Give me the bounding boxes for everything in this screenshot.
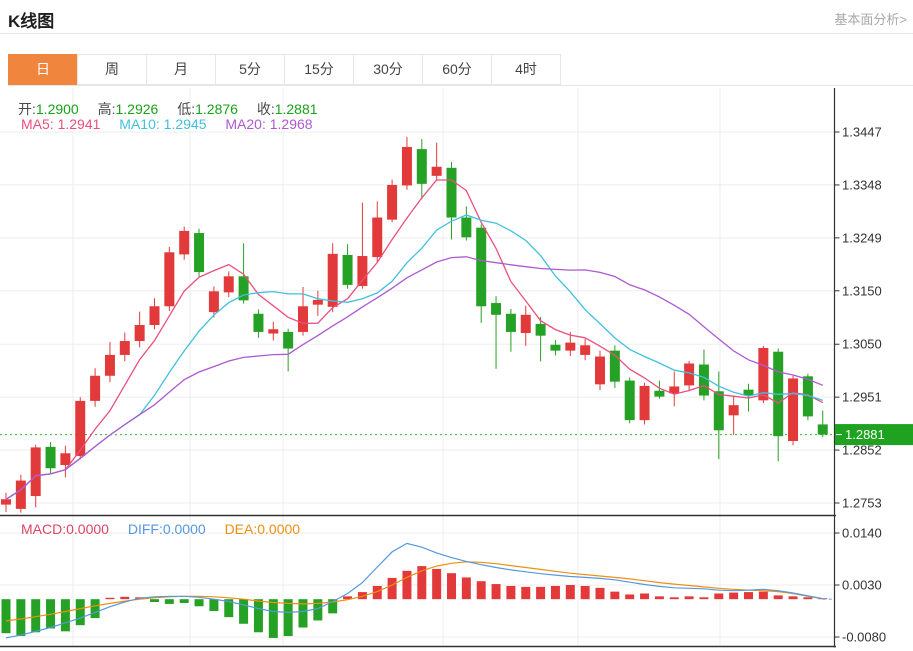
ma20-item: MA20: 1.2968 (225, 116, 313, 132)
macd-axis-label: -0.0080 (842, 630, 886, 645)
tab-4hour[interactable]: 4时 (491, 54, 561, 85)
macd-lines (5, 542, 834, 639)
gridlines (0, 88, 834, 647)
ohlc-legend: 开:1.2900 高:1.2926 低:1.2876 收:1.2881 (18, 99, 333, 119)
tabbar-underline (8, 85, 913, 86)
price-axis-label: 1.2852 (842, 443, 882, 458)
candle-series (1, 136, 828, 513)
dea-item: DEA:0.0000 (224, 521, 301, 537)
axes (0, 88, 836, 648)
diff-item: DIFF:0.0000 (127, 521, 206, 537)
ma-legend: MA5: 1.2941 MA10: 1.2945 MA20: 1.2968 (21, 116, 328, 132)
price-axis-label: 1.3447 (842, 125, 882, 140)
tab-week[interactable]: 周 (77, 54, 147, 85)
fundamental-analysis-link[interactable]: 基本面分析> (834, 12, 907, 27)
price-axis-label: 1.3348 (842, 177, 882, 192)
ma5-item: MA5: 1.2941 (21, 116, 101, 132)
price-axis-label: 1.2951 (842, 390, 882, 405)
ma20-line (5, 256, 824, 500)
tab-day[interactable]: 日 (8, 54, 78, 85)
dea-line (5, 561, 823, 622)
low-item: 低:1.2876 (177, 101, 238, 117)
macd-axis-label: 0.0140 (842, 526, 882, 541)
price-axis-label: 1.3050 (842, 337, 882, 352)
macd-legend: MACD:0.0000 DIFF:0.0000 DEA:0.0000 (21, 521, 315, 537)
high-item: 高:1.2926 (97, 101, 159, 117)
price-axis-label: 1.3150 (842, 283, 882, 298)
tab-60min[interactable]: 60分 (422, 54, 492, 85)
price-axis-label: 1.2753 (842, 496, 882, 511)
tab-5min[interactable]: 5分 (215, 54, 285, 85)
current-price-badge: 1.2881 (835, 424, 913, 446)
ma10-line (5, 214, 824, 500)
tab-15min[interactable]: 15分 (284, 54, 354, 85)
macd-histogram (1, 566, 828, 638)
ma5-line (5, 179, 824, 500)
timeframe-tabs: 日 周 月 5分 15分 30分 60分 4时 (8, 54, 561, 85)
ma-lines (5, 179, 824, 500)
diff-line (5, 542, 823, 639)
macd-axis-label: 0.0030 (842, 578, 882, 593)
header-divider (0, 33, 913, 34)
tab-month[interactable]: 月 (146, 54, 216, 85)
tab-30min[interactable]: 30分 (353, 54, 423, 85)
price-axis: 1.3447 1.3348 1.3249 1.3150 1.3050 1.2951 1.28… (834, 125, 886, 645)
page-title: K线图 (8, 12, 55, 31)
open-item: 开:1.2900 (18, 101, 79, 117)
ma10-item: MA10: 1.2945 (119, 116, 207, 132)
macd-item: MACD:0.0000 (21, 521, 109, 537)
current-price-label: 1.2881 (845, 427, 885, 442)
close-item: 收:1.2881 (256, 101, 318, 117)
price-axis-label: 1.3249 (842, 230, 882, 245)
